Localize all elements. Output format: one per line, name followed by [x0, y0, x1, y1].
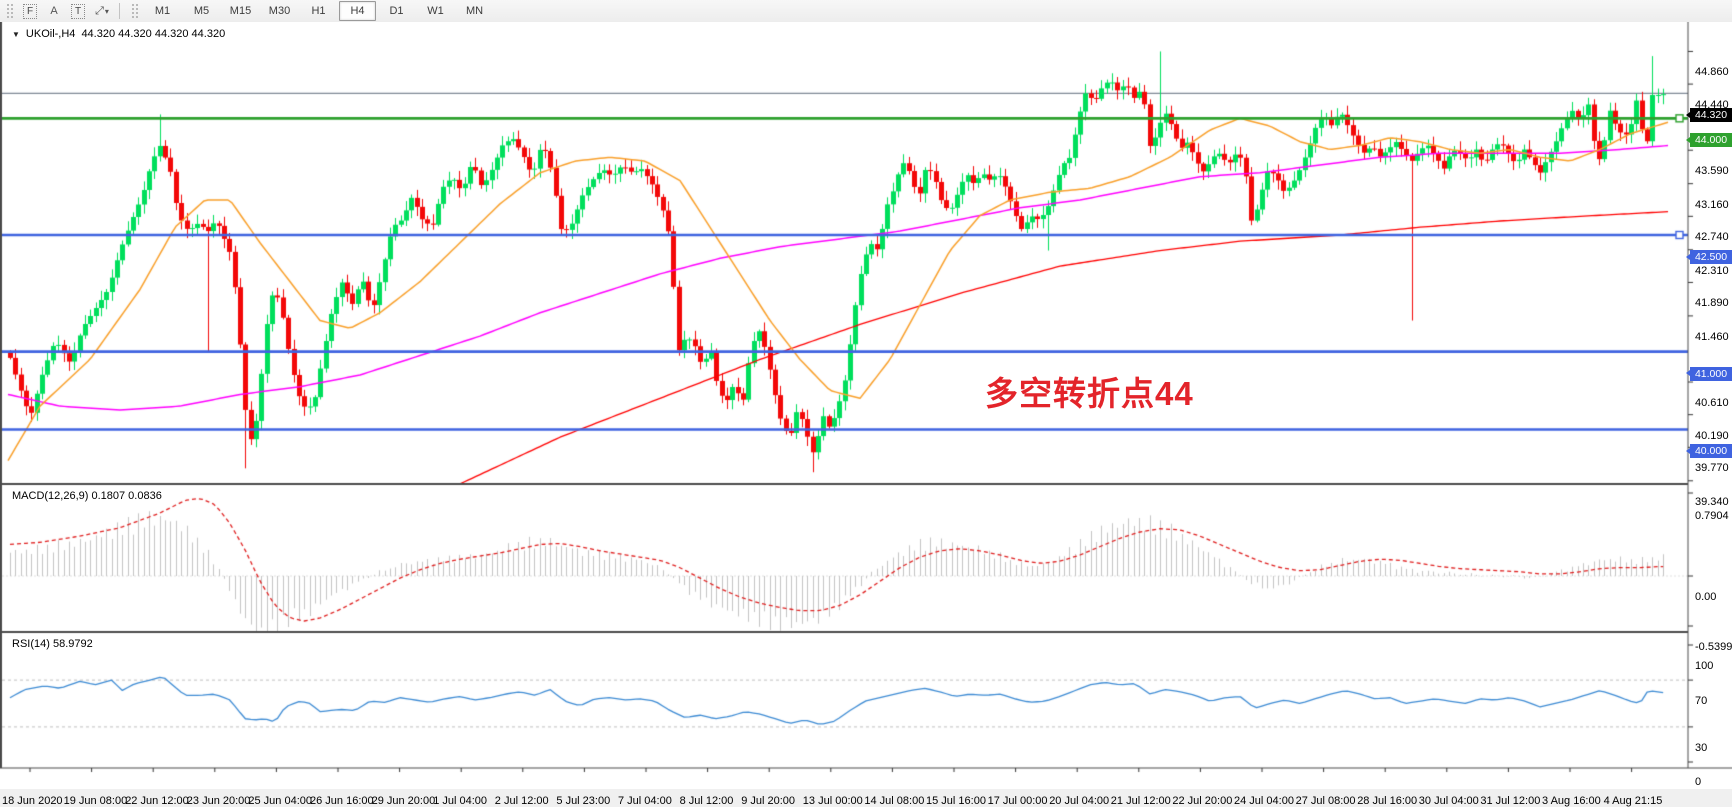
price-tick-label: 44.440	[1695, 99, 1729, 112]
date-tick-label: 27 Jul 08:00	[1295, 795, 1356, 807]
hline-price-badge: 40.000	[1686, 444, 1732, 459]
timeframe-button-w1[interactable]: W1	[427, 5, 444, 17]
price-tick-label: 41.890	[1695, 297, 1729, 310]
chart-region: ▼ UKOil-,H4 44.320 44.320 44.320 44.320 …	[0, 22, 1732, 807]
macd-scale-label: -0.5399	[1695, 641, 1732, 653]
hline-price-badge: 41.000	[1686, 366, 1732, 381]
top-toolbar: F A T ⤢ ▾ M1 M5 M15 M30 H1 H4 D1 W1 MN	[0, 0, 1732, 23]
chart-title: ▼ UKOil-,H4 44.320 44.320 44.320 44.320	[12, 28, 225, 40]
frame-tool-icon[interactable]: F	[20, 2, 40, 20]
timeframe-button-d1[interactable]: D1	[389, 5, 404, 17]
timeframe-button-h4[interactable]: H4	[339, 1, 376, 21]
date-tick-label: 26 Jun 16:00	[310, 795, 374, 807]
date-tick-label: 14 Jul 08:00	[864, 795, 925, 807]
rsi-indicator-label: RSI(14) 58.9792	[12, 638, 93, 650]
date-tick-label: 30 Jul 04:00	[1418, 795, 1479, 807]
timeframe-button-mn[interactable]: MN	[465, 5, 484, 17]
chart-expander-icon[interactable]: ▼	[12, 29, 20, 39]
arrows-tool-icon[interactable]: ⤢ ▾	[95, 4, 109, 17]
chart-symbol-label: UKOil-,H4	[25, 28, 76, 40]
date-tick-label: 13 Jul 00:00	[802, 795, 863, 807]
timeframe-grip-icon[interactable]	[131, 3, 139, 19]
date-tick-label: 7 Jul 04:00	[618, 795, 672, 807]
text-box-tool-icon[interactable]: T	[68, 2, 88, 20]
date-tick-label: 8 Jul 12:00	[679, 795, 734, 807]
rsi-scale-label: 70	[1695, 695, 1708, 708]
timeframe-button-m1[interactable]: M1	[154, 5, 171, 17]
macd-scale-label: 0.00	[1695, 591, 1717, 603]
price-tick-label: 42.310	[1695, 264, 1729, 277]
hline-price-badge: 42.500	[1686, 250, 1732, 264]
price-tick-label: 40.190	[1695, 429, 1729, 442]
price-tick-label: 41.460	[1695, 330, 1729, 343]
date-tick-label: 1 Jul 04:00	[433, 795, 488, 807]
date-tick-label: 25 Jun 04:00	[248, 795, 313, 807]
date-tick-label: 29 Jun 20:00	[371, 795, 436, 807]
timeframe-buttons-group: M1 M5 M15 M30 H1 H4 D1 W1 MN	[143, 1, 494, 21]
date-tick-label: 15 Jul 16:00	[926, 795, 986, 807]
price-tick-label: 43.160	[1695, 198, 1729, 211]
timeframe-button-h1[interactable]: H1	[311, 5, 326, 17]
price-tick-label: 42.740	[1695, 231, 1729, 244]
macd-scale-label: 0.7904	[1695, 510, 1729, 522]
macd-indicator-label: MACD(12,26,9) 0.1807 0.0836	[12, 490, 162, 502]
date-tick-label: 31 Jul 12:00	[1480, 795, 1541, 807]
rsi-scale-label: 100	[1695, 660, 1714, 672]
date-tick-label: 17 Jul 00:00	[987, 795, 1048, 807]
window-bottom-edge	[0, 789, 1732, 793]
price-tick-label: 40.610	[1695, 397, 1729, 409]
chart-canvas[interactable]	[0, 22, 1732, 793]
date-tick-label: 24 Jul 04:00	[1234, 795, 1294, 807]
timeframe-button-m5[interactable]: M5	[193, 5, 210, 17]
date-tick-label: 22 Jul 20:00	[1172, 795, 1233, 807]
date-tick-label: 19 Jun 08:00	[63, 795, 128, 807]
timeframe-button-m15[interactable]: M15	[229, 5, 252, 17]
timeframe-button-m30[interactable]: M30	[268, 5, 291, 17]
date-tick-label: 9 Jul 20:00	[741, 795, 796, 807]
price-tick-label: 44.860	[1695, 66, 1729, 79]
drawing-tools-group: F A T ⤢ ▾	[18, 2, 114, 21]
price-tick-label: 39.340	[1695, 495, 1729, 508]
rsi-scale-label: 0	[1695, 776, 1702, 788]
date-tick-label: 28 Jul 16:00	[1357, 795, 1418, 807]
date-tick-label: 18 Jun 2020	[2, 795, 63, 807]
rsi-scale-label: 30	[1695, 741, 1708, 754]
current-price-badge: 44.320	[1686, 108, 1732, 123]
date-tick-label: 4 Aug 21:15	[1603, 795, 1663, 807]
price-tick-label: 39.770	[1695, 462, 1729, 475]
chart-ohlc-values: 44.320 44.320 44.320 44.320	[81, 28, 226, 40]
date-tick-label: 5 Jul 23:00	[556, 795, 611, 807]
date-tick-label: 20 Jul 04:00	[1049, 795, 1110, 807]
toolbar-grip-icon[interactable]	[6, 3, 14, 19]
date-tick-label: 2 Jul 12:00	[494, 795, 549, 807]
date-tick-label: 3 Aug 16:00	[1542, 795, 1601, 807]
date-tick-label: 23 Jun 20:00	[186, 795, 251, 807]
chart-text-annotation[interactable]: 多空转折点44	[985, 375, 1194, 412]
price-tick-label: 43.590	[1695, 165, 1729, 178]
toolbar-separator	[119, 3, 120, 19]
text-label-tool-icon[interactable]: A	[50, 4, 58, 17]
date-tick-label: 21 Jul 12:00	[1110, 795, 1171, 807]
date-tick-label: 22 Jun 12:00	[125, 795, 189, 807]
hline-price-badge: 44.000	[1686, 133, 1732, 148]
